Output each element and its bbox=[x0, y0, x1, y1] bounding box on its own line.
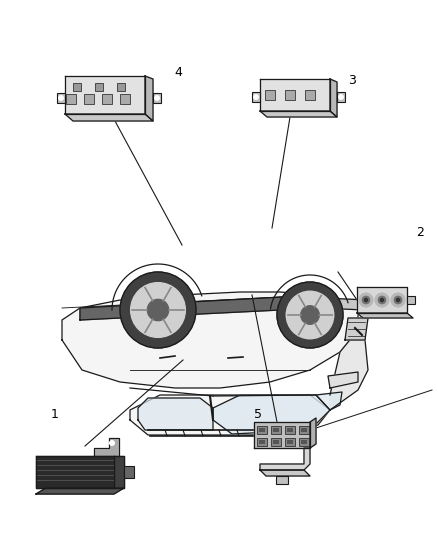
Circle shape bbox=[155, 95, 159, 101]
Bar bbox=[271, 438, 281, 446]
Polygon shape bbox=[357, 313, 413, 318]
Polygon shape bbox=[260, 470, 310, 476]
Bar bbox=[252, 92, 260, 102]
Bar bbox=[257, 426, 267, 434]
Bar bbox=[285, 90, 295, 100]
Circle shape bbox=[147, 300, 169, 321]
Bar bbox=[153, 93, 161, 103]
Text: 5: 5 bbox=[254, 408, 262, 422]
Bar bbox=[124, 466, 134, 478]
Bar bbox=[117, 83, 125, 91]
Bar bbox=[273, 428, 279, 432]
Bar bbox=[259, 428, 265, 432]
Polygon shape bbox=[80, 295, 320, 320]
Polygon shape bbox=[357, 287, 407, 313]
Text: 2: 2 bbox=[416, 225, 424, 238]
Circle shape bbox=[254, 94, 258, 100]
Text: 4: 4 bbox=[174, 66, 182, 78]
Circle shape bbox=[362, 296, 370, 304]
Text: 1: 1 bbox=[51, 408, 59, 422]
Polygon shape bbox=[310, 418, 316, 448]
Polygon shape bbox=[260, 111, 337, 117]
Bar bbox=[120, 94, 130, 104]
Polygon shape bbox=[130, 395, 330, 435]
Bar bbox=[287, 428, 293, 432]
Polygon shape bbox=[36, 488, 124, 494]
Polygon shape bbox=[145, 76, 153, 121]
Bar bbox=[276, 476, 288, 484]
Bar bbox=[57, 93, 65, 103]
Circle shape bbox=[364, 298, 367, 302]
Bar bbox=[337, 92, 345, 102]
Polygon shape bbox=[260, 79, 330, 111]
Bar bbox=[273, 440, 279, 444]
Bar bbox=[301, 428, 307, 432]
Circle shape bbox=[277, 282, 343, 348]
Bar bbox=[259, 440, 265, 444]
Bar bbox=[285, 438, 295, 446]
Circle shape bbox=[394, 296, 402, 304]
Polygon shape bbox=[328, 372, 358, 388]
Bar bbox=[285, 426, 295, 434]
Bar bbox=[305, 90, 315, 100]
Polygon shape bbox=[94, 438, 119, 456]
Circle shape bbox=[359, 293, 373, 307]
Polygon shape bbox=[330, 79, 337, 117]
Circle shape bbox=[59, 95, 64, 101]
Bar bbox=[73, 83, 81, 91]
Circle shape bbox=[131, 282, 185, 337]
Bar bbox=[257, 438, 267, 446]
Bar bbox=[66, 94, 76, 104]
Bar bbox=[301, 440, 307, 444]
Text: 3: 3 bbox=[348, 74, 356, 86]
Circle shape bbox=[378, 296, 386, 304]
Polygon shape bbox=[254, 422, 310, 448]
Polygon shape bbox=[114, 456, 124, 488]
Circle shape bbox=[375, 293, 389, 307]
Bar bbox=[271, 426, 281, 434]
Polygon shape bbox=[345, 318, 368, 340]
Circle shape bbox=[339, 94, 343, 100]
Circle shape bbox=[120, 272, 196, 348]
Polygon shape bbox=[213, 395, 330, 434]
Bar bbox=[287, 440, 293, 444]
Circle shape bbox=[396, 298, 399, 302]
Polygon shape bbox=[62, 292, 358, 388]
Circle shape bbox=[301, 306, 319, 324]
Bar bbox=[84, 94, 94, 104]
Polygon shape bbox=[36, 456, 114, 488]
Polygon shape bbox=[65, 114, 153, 121]
Bar bbox=[299, 438, 309, 446]
Circle shape bbox=[391, 293, 405, 307]
Circle shape bbox=[286, 291, 334, 339]
Bar bbox=[102, 94, 112, 104]
Circle shape bbox=[110, 440, 114, 446]
Circle shape bbox=[381, 298, 384, 302]
Polygon shape bbox=[65, 76, 145, 114]
Polygon shape bbox=[320, 298, 368, 310]
Circle shape bbox=[99, 440, 105, 446]
Bar bbox=[299, 426, 309, 434]
Polygon shape bbox=[138, 398, 213, 430]
Polygon shape bbox=[260, 448, 310, 470]
Bar bbox=[407, 296, 415, 304]
Polygon shape bbox=[316, 392, 342, 410]
Bar bbox=[265, 90, 275, 100]
Polygon shape bbox=[330, 330, 368, 410]
Bar bbox=[95, 83, 103, 91]
